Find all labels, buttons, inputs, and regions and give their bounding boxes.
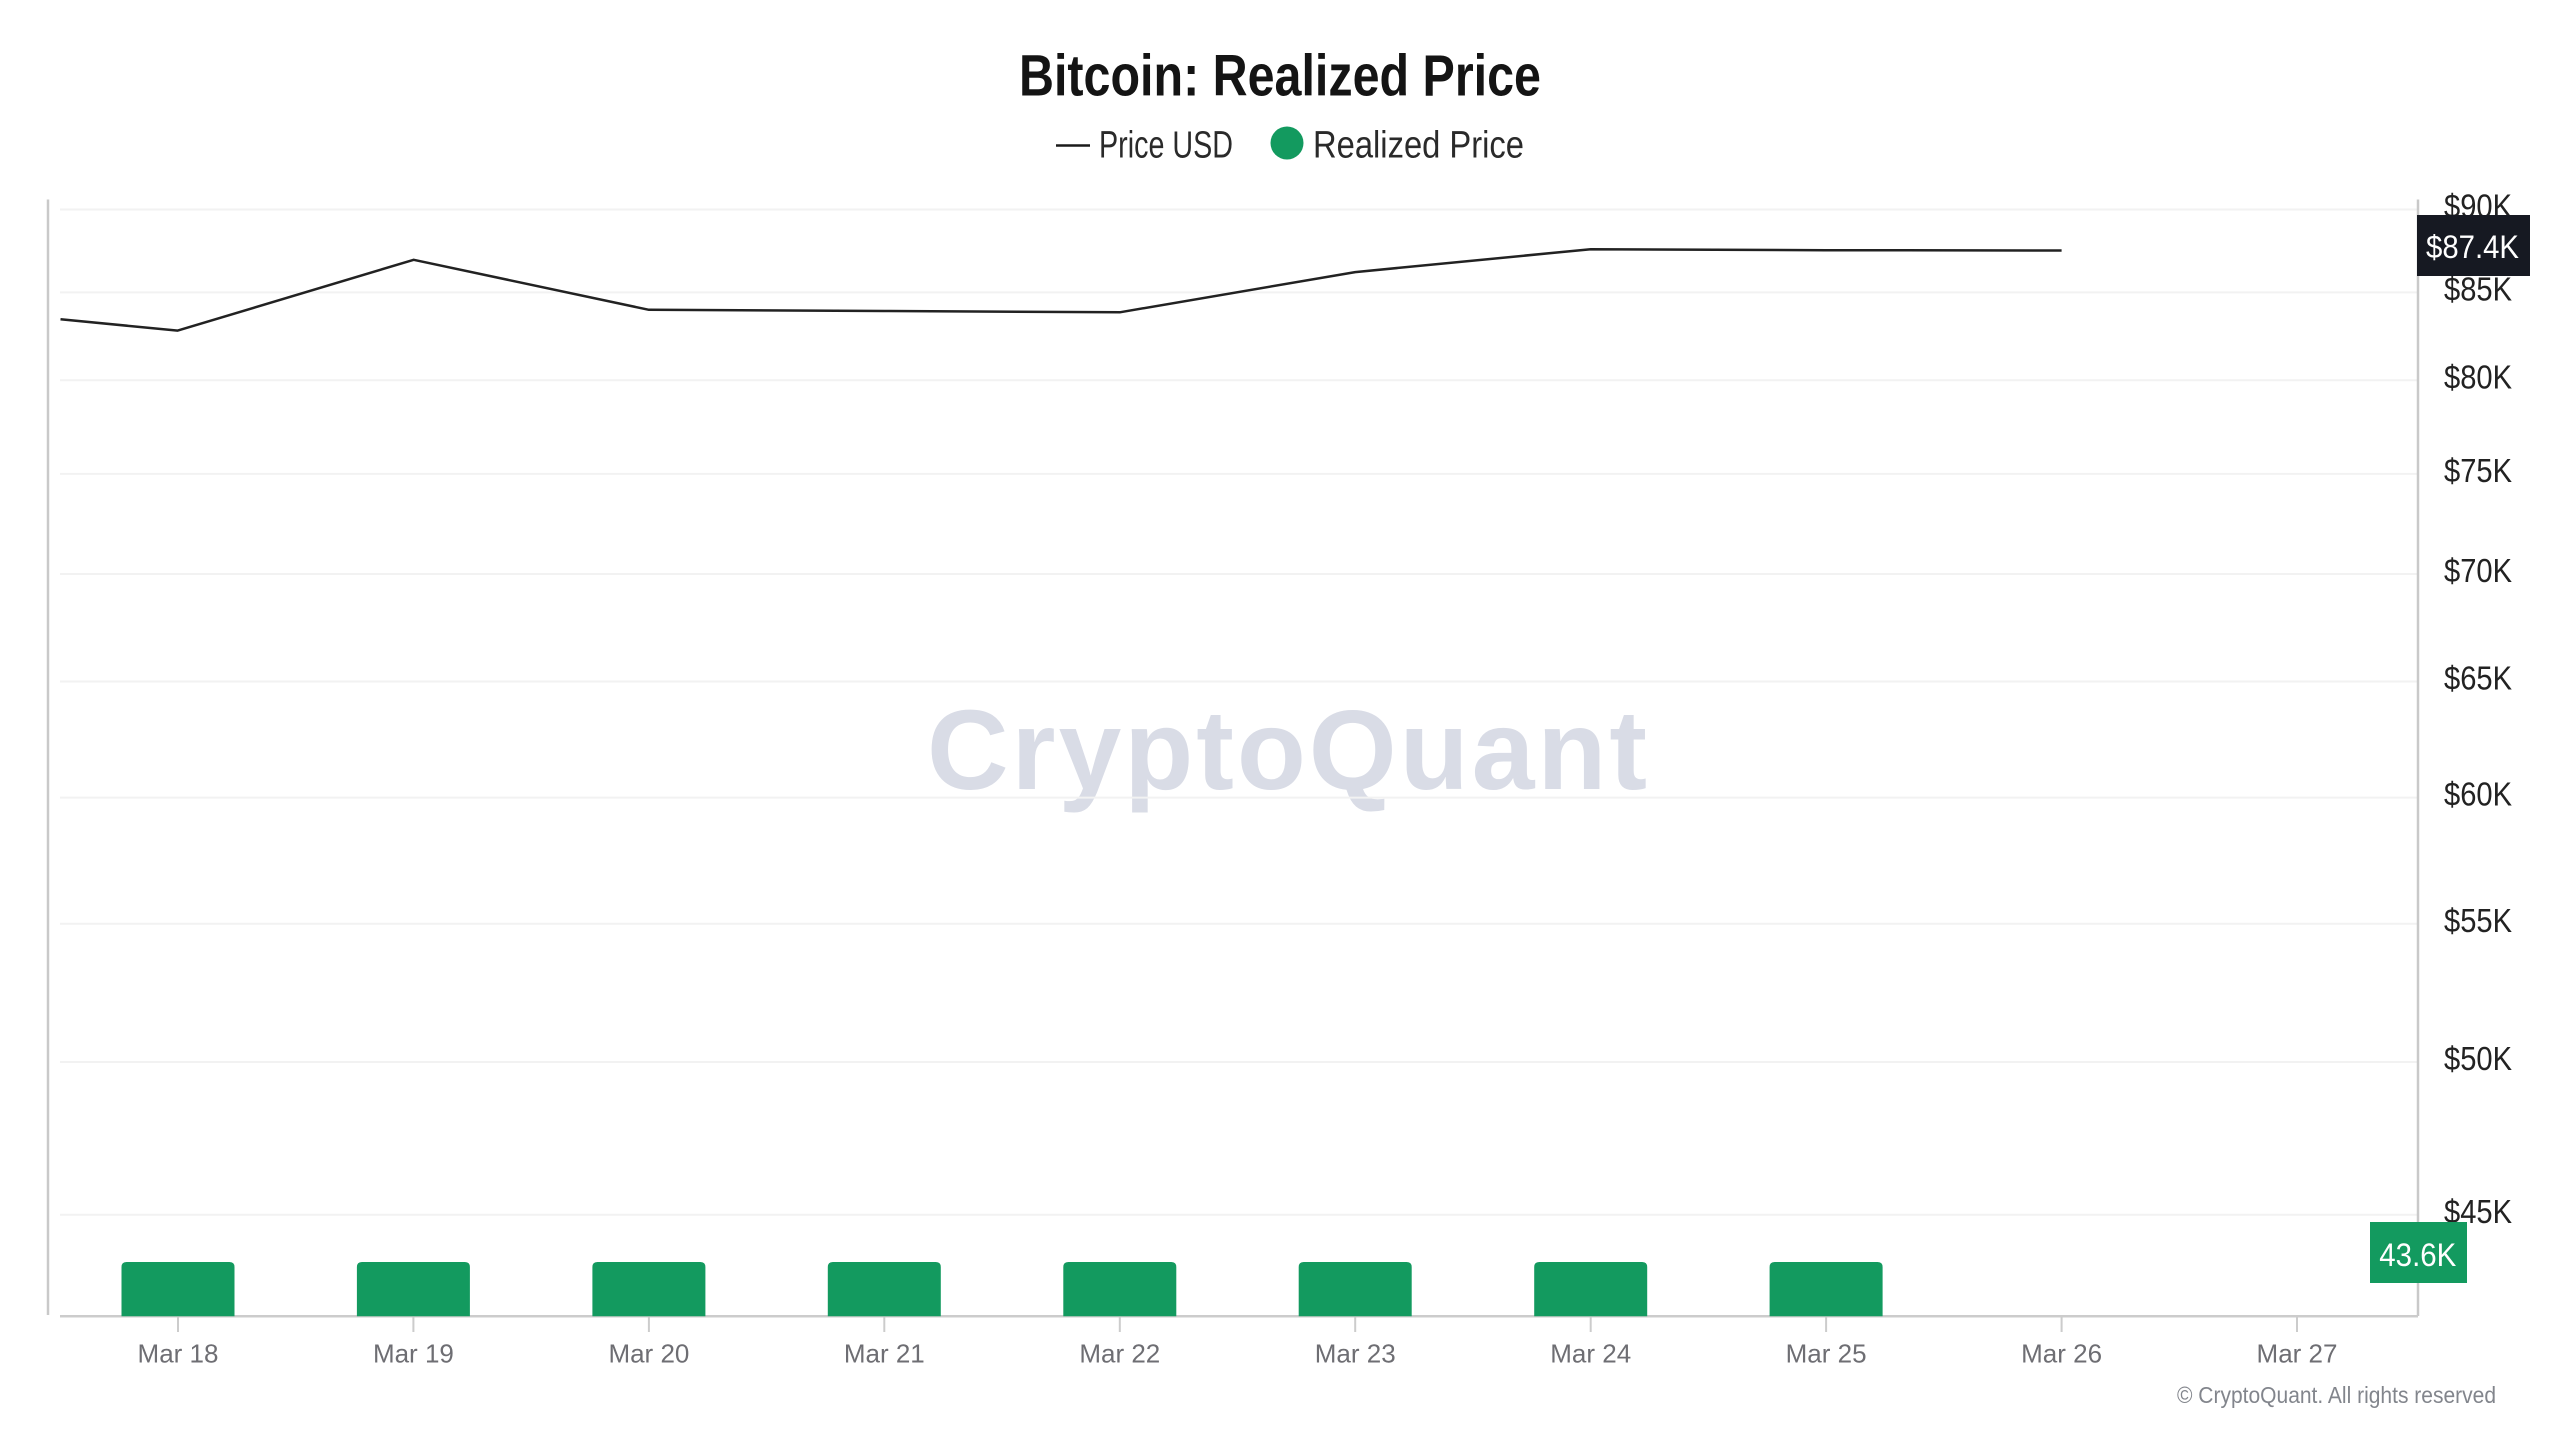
svg-text:$55K: $55K [2444,902,2512,939]
svg-text:Mar 26: Mar 26 [2021,1339,2102,1369]
svg-text:$75K: $75K [2444,452,2512,489]
svg-text:$87.4K: $87.4K [2426,229,2519,265]
svg-text:Mar 27: Mar 27 [2257,1339,2338,1369]
svg-text:43.6K: 43.6K [2379,1237,2456,1273]
svg-text:$65K: $65K [2444,660,2512,697]
svg-text:Mar 24: Mar 24 [1550,1339,1631,1369]
svg-text:Mar 23: Mar 23 [1315,1339,1396,1369]
svg-text:$70K: $70K [2444,552,2512,589]
svg-text:Mar 18: Mar 18 [138,1339,219,1369]
svg-text:Mar 20: Mar 20 [608,1339,689,1369]
svg-text:Realized Price: Realized Price [1313,125,1524,167]
svg-text:$80K: $80K [2444,358,2512,395]
svg-text:Mar 21: Mar 21 [844,1339,925,1369]
svg-text:CryptoQuant: CryptoQuant [927,687,1647,813]
svg-text:Price USD: Price USD [1099,125,1233,167]
svg-text:Mar 25: Mar 25 [1786,1339,1867,1369]
svg-text:Mar 19: Mar 19 [373,1339,454,1369]
svg-text:$60K: $60K [2444,776,2512,813]
svg-text:Mar 22: Mar 22 [1079,1339,1160,1369]
svg-text:$50K: $50K [2444,1040,2512,1077]
svg-text:© CryptoQuant. All rights rese: © CryptoQuant. All rights reserved [2177,1382,2496,1408]
svg-text:Bitcoin: Realized Price: Bitcoin: Realized Price [1019,44,1541,109]
svg-text:$85K: $85K [2444,270,2512,307]
